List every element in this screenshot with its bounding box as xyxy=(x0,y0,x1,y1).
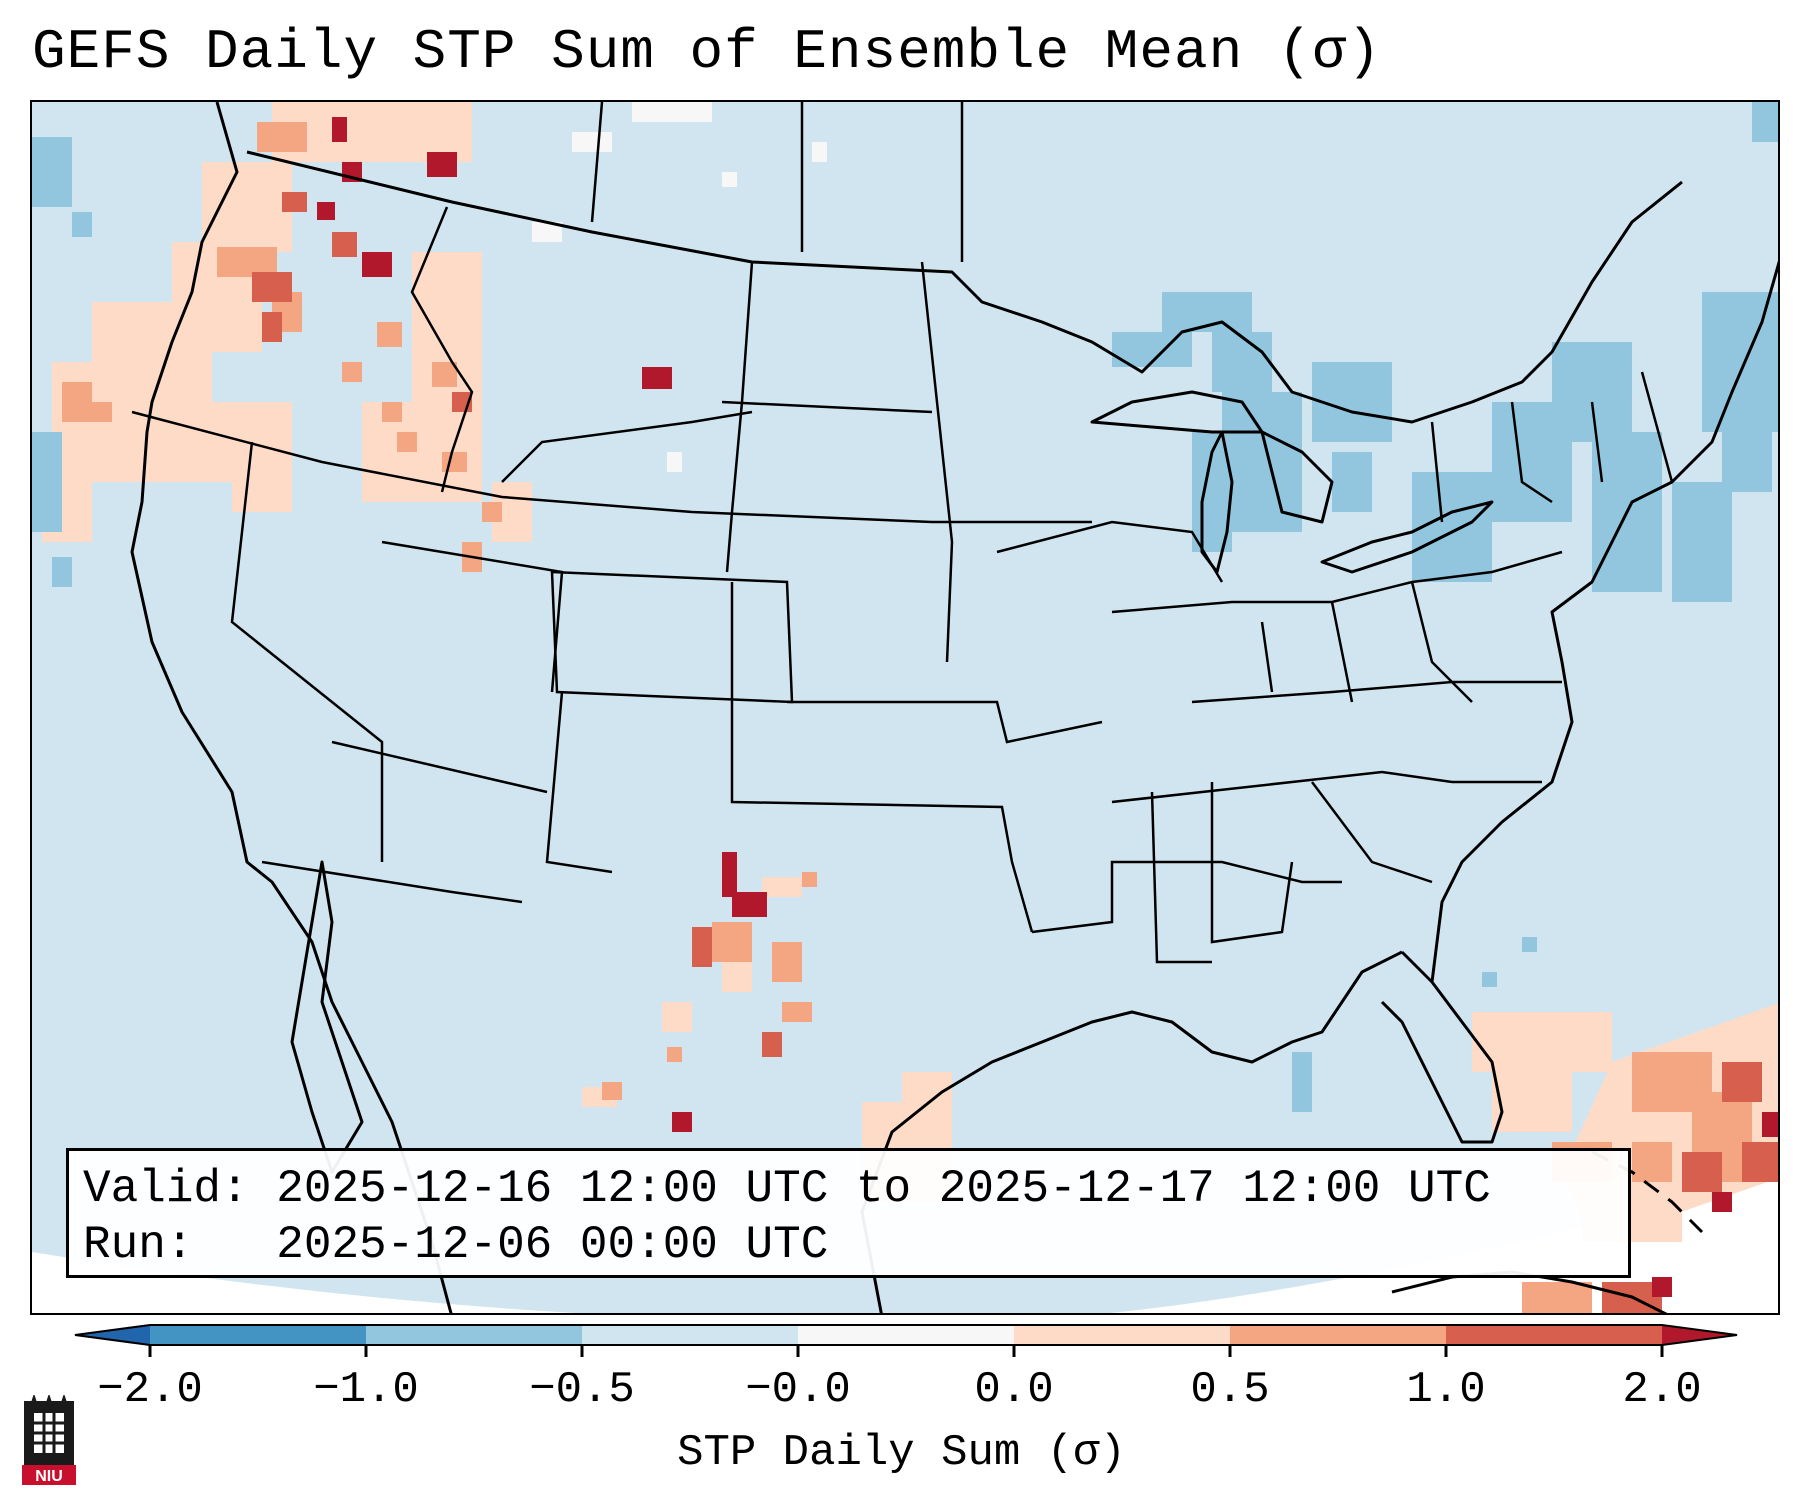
colorbar-bin xyxy=(366,1325,582,1345)
colorbar-bin xyxy=(1446,1325,1662,1345)
coastline-east xyxy=(1430,260,1778,983)
colorbar-bin xyxy=(1230,1325,1446,1345)
colorbar-tick-label: −0.0 xyxy=(745,1365,851,1415)
logo-text: NIU xyxy=(35,1468,63,1485)
run-line: Run: 2025-12-06 00:00 UTC xyxy=(83,1219,829,1271)
coastline-mexico-gulf xyxy=(860,950,1403,1313)
map-panel xyxy=(30,100,1780,1315)
colorbar-tick-label: 0.0 xyxy=(974,1365,1054,1415)
texas-extreme-cells xyxy=(672,852,767,1132)
florida xyxy=(1380,950,1504,1144)
colorbar-tick-label: 1.0 xyxy=(1406,1365,1486,1415)
coastline-west xyxy=(130,102,453,1313)
map-svg xyxy=(32,102,1778,1313)
valid-line: Valid: 2025-12-16 12:00 UTC to 2025-12-1… xyxy=(83,1163,1491,1215)
colorbar-tick-label: 2.0 xyxy=(1622,1365,1702,1415)
atlantic-extreme-cells xyxy=(1652,1112,1778,1297)
near-zero-cells xyxy=(532,102,827,472)
lake-superior xyxy=(1090,390,1264,434)
state-lines xyxy=(131,102,1674,964)
boundaries xyxy=(130,102,1778,1313)
texas-moderate-cells xyxy=(602,872,817,1100)
pnw-extreme-cells xyxy=(317,117,672,389)
colorbar-extend-low xyxy=(75,1325,150,1345)
colorbar xyxy=(74,1324,1738,1357)
valid-run-box: Valid: 2025-12-16 12:00 UTC to 2025-12-1… xyxy=(66,1148,1631,1278)
colorbar-bin xyxy=(1014,1325,1230,1345)
canada-border xyxy=(246,150,1683,424)
texas-strong-cells xyxy=(692,927,782,1057)
colorbar-bin xyxy=(150,1325,366,1345)
colorbar-label: STP Daily Sum (σ) xyxy=(677,1428,1126,1478)
bahamas xyxy=(1591,1150,1704,1234)
colorbar-extend-high xyxy=(1662,1325,1737,1345)
niu-logo: NIU xyxy=(22,1395,76,1485)
lake-erie-ontario xyxy=(1320,500,1494,574)
colorbar-bins xyxy=(74,1324,1738,1346)
colorbar-tick-label: −1.0 xyxy=(313,1365,419,1415)
colorbar-tick-label: −0.5 xyxy=(529,1365,635,1415)
colorbar-tick-label: 0.5 xyxy=(1190,1365,1270,1415)
chart-title: GEFS Daily STP Sum of Ensemble Mean (σ) xyxy=(32,20,1382,84)
colorbar-tick-label: −2.0 xyxy=(97,1365,203,1415)
atlantic-strong-cells xyxy=(1602,1062,1778,1313)
colorbar-bin xyxy=(798,1325,1014,1345)
lake-huron xyxy=(1260,430,1334,524)
colorbar-bin xyxy=(582,1325,798,1345)
colorbar-ticks xyxy=(148,1345,1664,1357)
